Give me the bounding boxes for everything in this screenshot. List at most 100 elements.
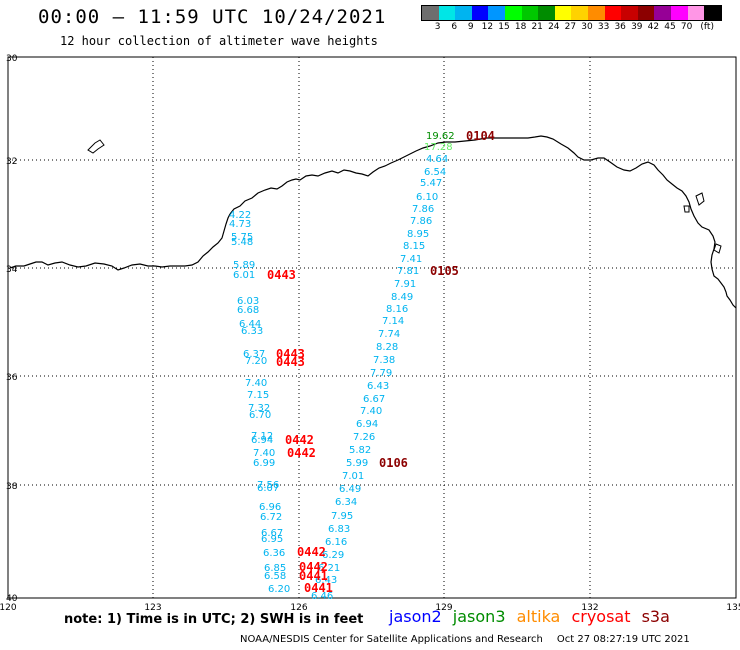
pass-time-label: 0443 xyxy=(276,355,305,369)
wave-height-value: 6.21 xyxy=(318,563,340,574)
wave-height-value: 6.83 xyxy=(328,524,350,535)
legend-jason3: jason3 xyxy=(452,607,506,626)
color-scale-tick: 24 xyxy=(548,22,560,32)
wave-height-value: 6.54 xyxy=(424,167,446,178)
wave-height-value: 6.70 xyxy=(249,410,271,421)
wave-height-value: 7.86 xyxy=(412,204,434,215)
legend-altika: altika xyxy=(516,607,561,626)
latitude-label: 40 xyxy=(6,594,18,604)
wave-height-value: 6.46 xyxy=(311,591,333,602)
color-scale-tick: 12 xyxy=(481,22,494,32)
wave-height-value: 7.01 xyxy=(342,471,364,482)
color-scale-tick: 15 xyxy=(498,22,510,32)
wave-height-value: 8.95 xyxy=(407,229,429,240)
wave-height-value: 7.15 xyxy=(247,390,269,401)
color-swatch xyxy=(438,6,456,20)
color-scale-tick: 70 xyxy=(680,22,693,32)
wave-height-value: 8.16 xyxy=(386,304,408,315)
wave-height-value: 6.10 xyxy=(416,192,438,203)
wave-height-value: 6.94 xyxy=(356,419,378,430)
color-swatch xyxy=(670,6,688,20)
pass-time-label: 0443 xyxy=(276,347,305,361)
pass-time-label: 0442 xyxy=(297,545,326,559)
color-swatch xyxy=(471,6,489,20)
wave-height-value: 6.07 xyxy=(257,483,279,494)
coastline xyxy=(229,135,737,309)
color-scale-tick: 42 xyxy=(647,22,660,32)
pass-time-label: 0441 xyxy=(299,569,328,583)
pass-time-label: 0442 xyxy=(299,560,328,574)
map-frame xyxy=(7,56,737,599)
longitude-label: 132 xyxy=(581,603,599,613)
wave-height-value: 7.26 xyxy=(353,432,375,443)
island-small-3 xyxy=(683,205,690,213)
credit-text: NOAA/NESDIS Center for Satellite Applica… xyxy=(240,634,543,645)
wave-height-value: 7.81 xyxy=(397,266,419,277)
color-swatch xyxy=(504,6,522,20)
wave-height-value: 7.41 xyxy=(400,254,422,265)
wave-height-value: 7.86 xyxy=(410,216,432,227)
wave-height-value: 19.62 xyxy=(426,131,455,142)
footer-credit-line: NOAA/NESDIS Center for Satellite Applica… xyxy=(240,634,690,645)
wave-height-value: 6.58 xyxy=(264,571,286,582)
wave-height-value: 5.82 xyxy=(349,445,371,456)
pass-time-labels: 0104010501060443044304430442044204420442… xyxy=(267,129,495,595)
color-swatch xyxy=(538,6,555,20)
color-scale-tick: 9 xyxy=(467,22,474,32)
pass-time-label: 0105 xyxy=(430,264,459,278)
page-title: 00:00 – 11:59 UTC 10/24/2021 xyxy=(38,6,387,28)
color-swatch xyxy=(604,6,622,20)
longitude-label: 123 xyxy=(144,603,162,613)
longitude-label: 120 xyxy=(0,603,17,613)
color-scale-tick: 33 xyxy=(597,22,610,32)
wave-height-value: 5.75 xyxy=(231,232,253,243)
wave-height-value: 8.49 xyxy=(391,292,413,303)
wave-height-value: 6.94 xyxy=(251,435,273,446)
wave-height-value: 6.34 xyxy=(335,497,357,508)
pass-time-label: 0443 xyxy=(267,268,296,282)
pass-time-label: 0106 xyxy=(379,456,408,470)
color-swatch xyxy=(422,6,439,20)
wave-height-value: 7.32 xyxy=(248,403,270,414)
island-small-4 xyxy=(713,243,722,254)
wave-height-value: 6.85 xyxy=(264,563,286,574)
color-swatch xyxy=(637,6,655,20)
color-swatch xyxy=(621,6,638,20)
wave-height-value: 6.20 xyxy=(268,584,290,595)
wave-height-value: 6.67 xyxy=(363,394,385,405)
pass-time-label: 0441 xyxy=(304,581,333,595)
latitude-label: 32 xyxy=(6,157,18,167)
wave-height-value: 5.89 xyxy=(233,260,255,271)
wave-height-value: 6.43 xyxy=(367,381,389,392)
color-scale-tick: 18 xyxy=(514,22,527,32)
wave-height-value: 6.29 xyxy=(322,550,344,561)
wave-height-value: 7.91 xyxy=(394,279,416,290)
wave-height-value: 8.28 xyxy=(376,342,398,353)
wave-height-value: 6.44 xyxy=(239,319,261,330)
wave-height-value: 4.22 xyxy=(229,210,251,221)
wave-height-value: 17.28 xyxy=(424,142,453,153)
latitude-label: 34 xyxy=(6,265,18,275)
island-small-2 xyxy=(695,192,705,206)
wave-height-value: 6.49 xyxy=(339,484,361,495)
color-scale-tick: 36 xyxy=(614,22,626,32)
wave-height-value: 7.38 xyxy=(373,355,395,366)
latitude-label: 38 xyxy=(6,482,18,492)
wave-height-value: 7.40 xyxy=(245,378,267,389)
legend-jason2: jason2 xyxy=(389,607,442,626)
footer-note: note: 1) Time is in UTC; 2) SWH is in fe… xyxy=(64,612,364,627)
wave-height-value: 6.43 xyxy=(315,575,337,586)
color-swatch xyxy=(704,6,721,20)
wave-height-value: 6.99 xyxy=(253,458,275,469)
color-swatch xyxy=(587,6,605,20)
satellite-legend: jason2 jason3 altika cryosat s3a xyxy=(389,607,676,626)
color-scale-tick: 30 xyxy=(581,22,593,32)
wave-height-value: 7.79 xyxy=(370,368,392,379)
generated-timestamp: Oct 27 08:27:19 UTC 2021 xyxy=(556,634,690,645)
wave-height-value: 7.95 xyxy=(331,511,353,522)
color-scale-tick: 39 xyxy=(631,22,643,32)
wave-height-value: 7.56 xyxy=(257,480,279,491)
wave-height-value: 6.95 xyxy=(261,534,283,545)
color-swatch xyxy=(654,6,671,20)
pass-time-label: 0104 xyxy=(466,129,495,143)
